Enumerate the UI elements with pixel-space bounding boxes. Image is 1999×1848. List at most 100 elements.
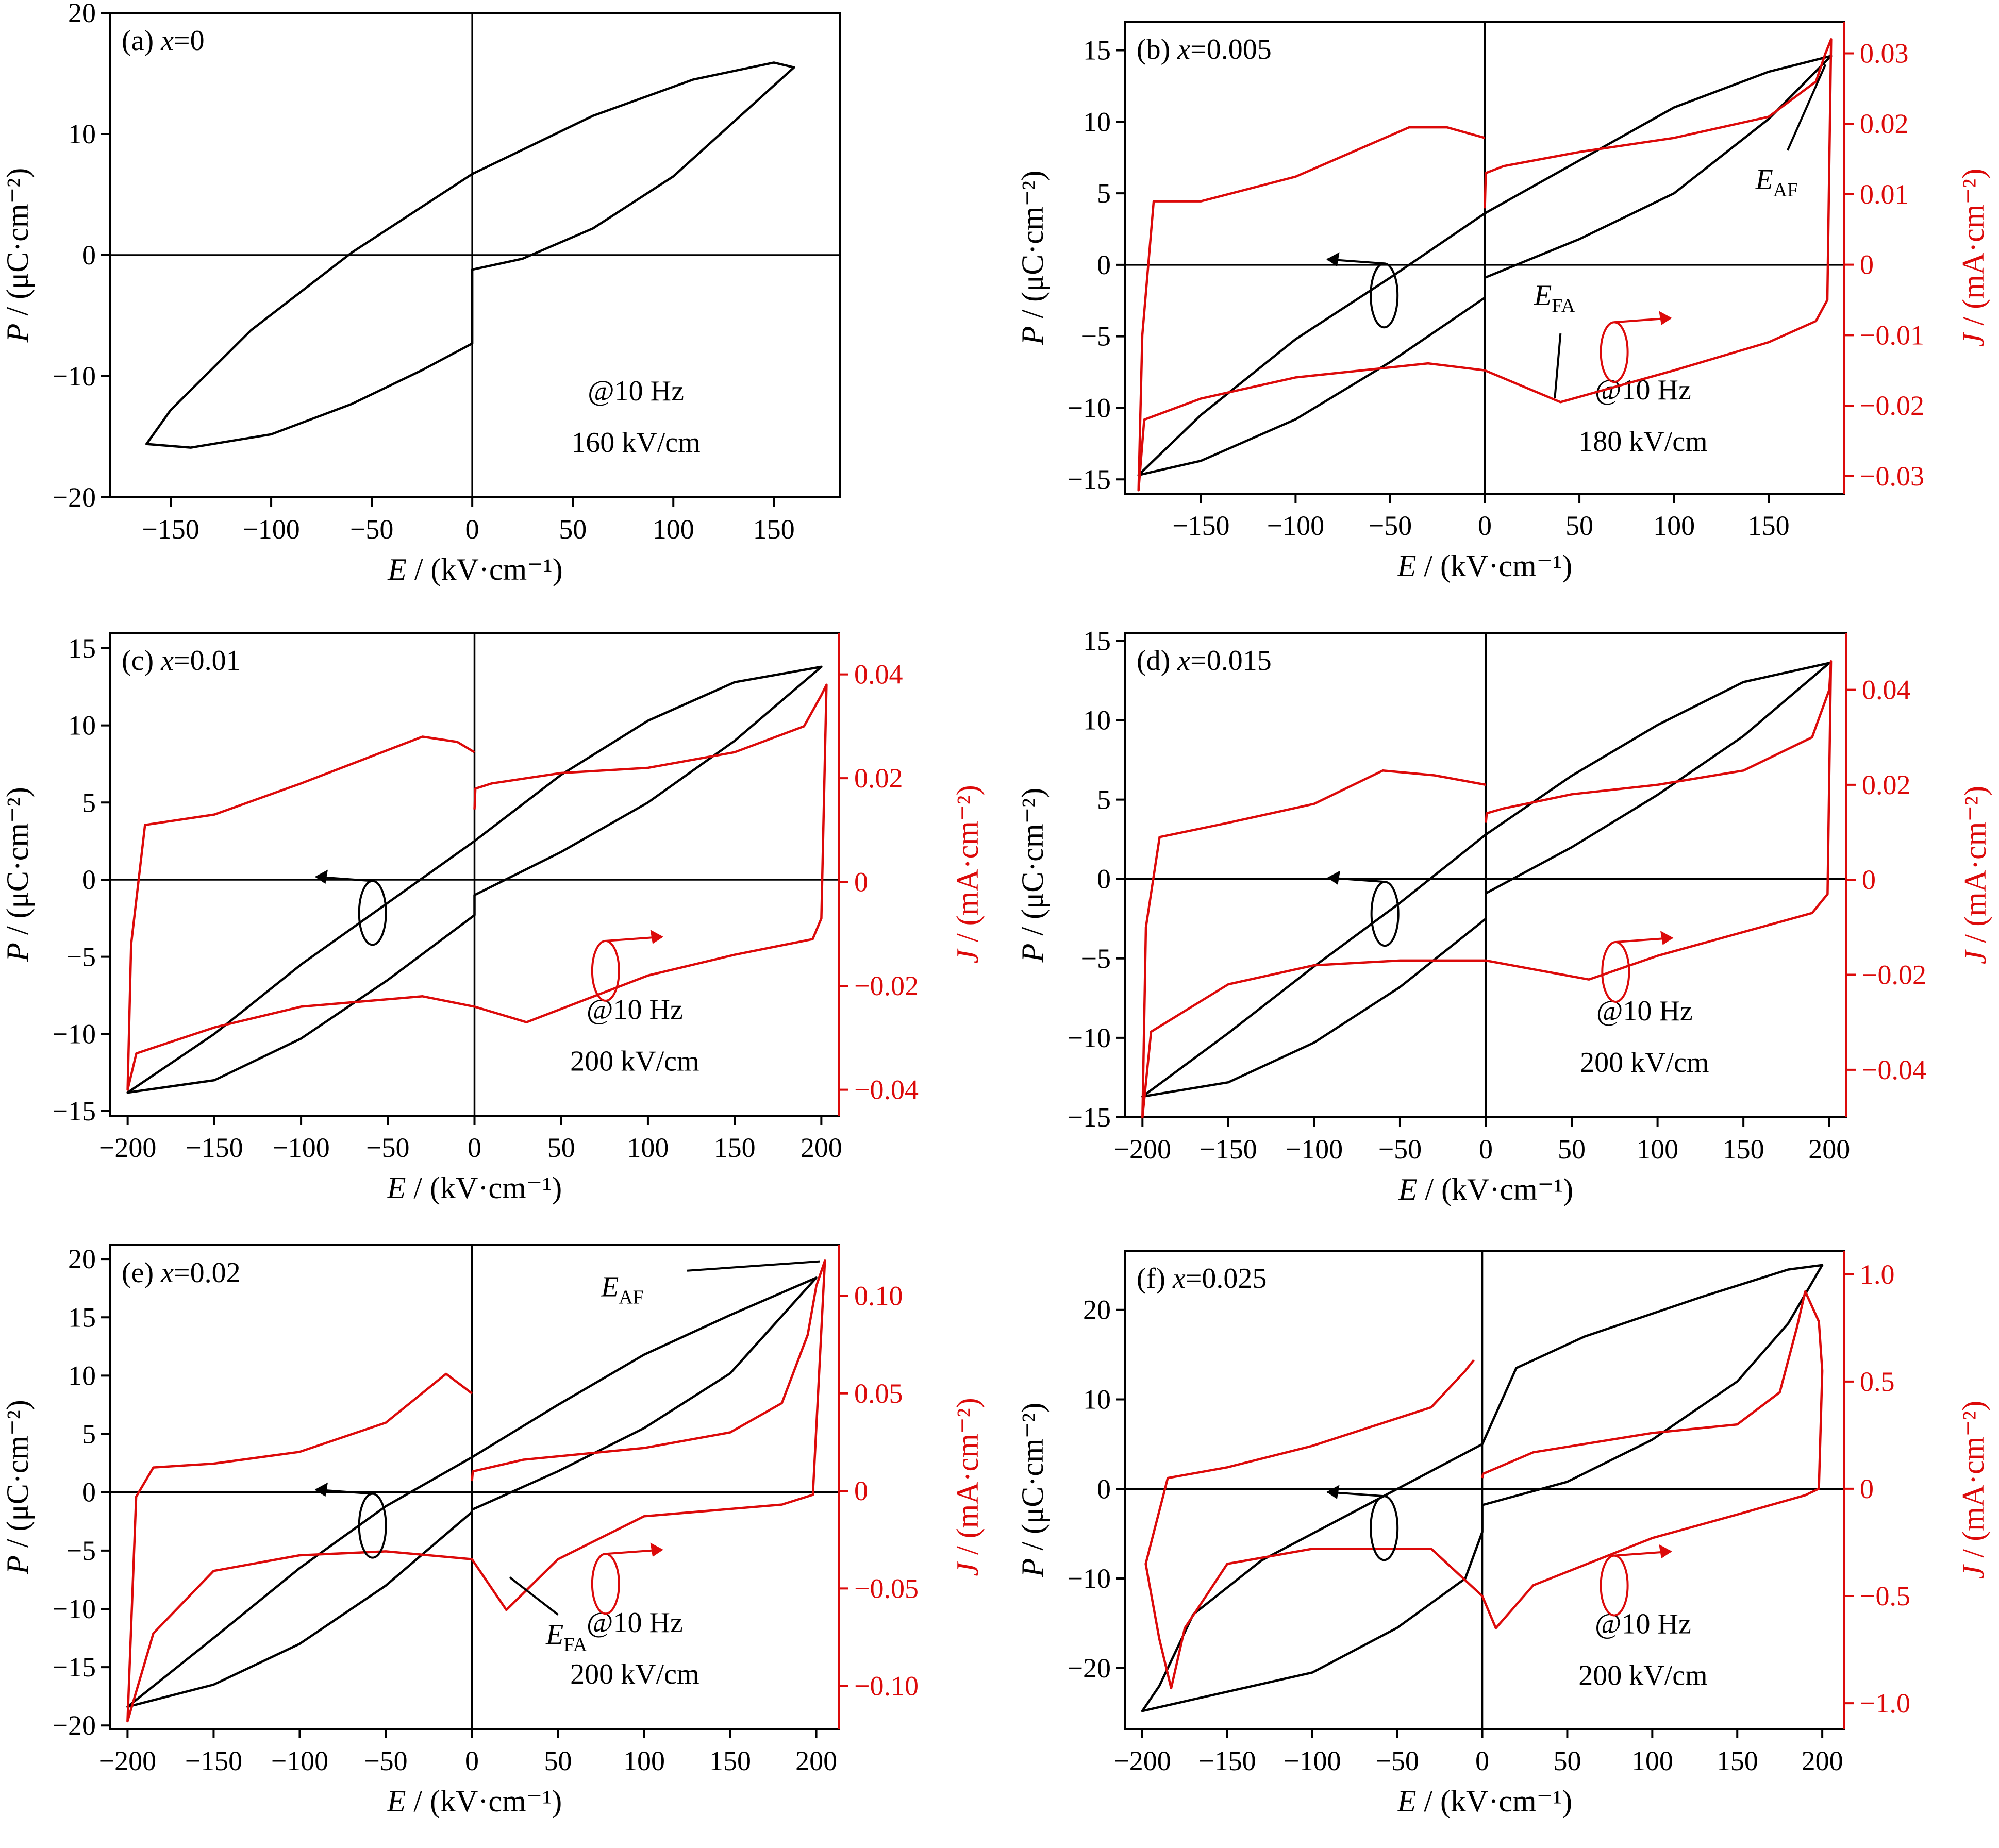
y2-tick-label: −0.5: [1860, 1581, 1910, 1611]
j-e-curve: [1141, 660, 1833, 1119]
y2-tick-label: 0: [1862, 864, 1876, 895]
y-tick-label: 10: [1083, 1384, 1111, 1415]
y2-tick-label: 0.5: [1860, 1366, 1895, 1397]
p-axis-arrowhead: [314, 1482, 328, 1497]
field-note: 200 kV/cm: [1578, 1659, 1707, 1691]
y-tick-label: −10: [1068, 392, 1111, 423]
x-tick-label: −50: [366, 1132, 409, 1163]
x-tick-label: 50: [547, 1132, 575, 1163]
j-axis-arrowhead: [650, 930, 663, 944]
x-tick-label: 200: [795, 1745, 837, 1776]
y2-axis-label: J / (mA·cm⁻²): [951, 785, 985, 963]
y2-tick-label: 0: [1860, 249, 1874, 280]
y2-axis-label: J / (mA·cm⁻²): [1958, 786, 1992, 964]
y2-tick-label: −0.02: [1862, 960, 1926, 990]
y-tick-label: 15: [68, 633, 96, 664]
y-axis-label: P / (μC·cm⁻²): [1015, 171, 1050, 345]
y-tick-label: 10: [1083, 106, 1111, 137]
j-e-curve: [126, 683, 828, 1091]
y2-tick-label: −0.05: [854, 1573, 919, 1604]
x-axis-label: E / (kV·cm⁻¹): [387, 1784, 562, 1818]
x-tick-label: −50: [1369, 510, 1412, 541]
x-tick-label: 100: [623, 1745, 665, 1776]
y-tick-label: 0: [82, 864, 96, 895]
x-tick-label: −150: [186, 1132, 243, 1163]
x-tick-label: −200: [1114, 1134, 1171, 1165]
x-tick-label: −150: [185, 1745, 242, 1776]
y-tick-label: −10: [53, 1018, 96, 1049]
x-tick-label: 0: [1475, 1745, 1489, 1776]
y-tick-label: −10: [53, 361, 96, 392]
y2-tick-label: 0: [854, 867, 868, 898]
y-tick-label: 0: [82, 240, 96, 271]
y-tick-label: −5: [66, 1535, 96, 1566]
p-axis-marker: [1370, 262, 1399, 329]
y-tick-label: −15: [53, 1652, 96, 1683]
y-tick-label: −15: [1068, 464, 1111, 495]
j-e-curve: [1137, 38, 1833, 492]
x-tick-label: −50: [364, 1745, 407, 1776]
x-tick-label: −100: [1267, 510, 1324, 541]
y-tick-label: 0: [1097, 1473, 1111, 1504]
annotation-eaf-arrow: [687, 1260, 820, 1272]
j-axis-marker: [591, 1553, 620, 1615]
y-tick-label: −10: [1068, 1022, 1111, 1053]
x-tick-label: 150: [714, 1132, 756, 1163]
field-note: 160 kV/cm: [571, 427, 700, 459]
x-tick-label: −100: [1286, 1134, 1343, 1165]
x-tick-label: 50: [559, 514, 587, 545]
panel-c: −200 −150 −100 −50 0 50 100 150 200−15−10−505101…: [1, 632, 985, 1205]
field-note: 200 kV/cm: [1580, 1047, 1709, 1079]
y-tick-label: 20: [68, 1244, 96, 1274]
x-tick-label: 0: [1478, 510, 1492, 541]
x-tick-label: 200: [801, 1132, 842, 1163]
y2-tick-label: −0.03: [1860, 461, 1924, 492]
y-tick-label: −20: [1068, 1653, 1111, 1684]
y-tick-label: 0: [1097, 864, 1111, 895]
y-tick-label: −20: [53, 482, 96, 513]
j-axis-arrowhead: [650, 1542, 663, 1557]
y-tick-label: 20: [68, 0, 96, 28]
x-tick-label: 100: [653, 514, 694, 545]
x-tick-label: −200: [99, 1745, 156, 1776]
y-tick-label: −5: [1081, 321, 1111, 352]
x-tick-label: −100: [242, 514, 299, 545]
x-tick-label: −200: [1113, 1745, 1171, 1776]
j-axis-marker: [1601, 941, 1630, 1003]
y2-tick-label: 0.04: [854, 659, 903, 690]
y-axis-label: P / (μC·cm⁻²): [1, 787, 35, 962]
y-tick-label: −10: [53, 1593, 96, 1624]
annotation-eaf-arrow: [1787, 64, 1827, 151]
y2-tick-label: −0.04: [1862, 1054, 1926, 1085]
x-tick-label: 100: [1631, 1745, 1673, 1776]
y2-tick-label: 0.02: [854, 763, 903, 794]
j-axis-arrowhead: [1659, 1544, 1672, 1559]
y-tick-label: 15: [1083, 35, 1111, 66]
y-tick-label: 10: [68, 1360, 96, 1391]
annotation-efa: EFA: [545, 1619, 588, 1656]
field-note: 200 kV/cm: [570, 1658, 699, 1690]
panel-e: −200 −150 −100 −50 0 50 100 150 200−20−15−10−505…: [1, 1244, 985, 1818]
y-axis-label: P / (μC·cm⁻²): [1015, 1403, 1050, 1577]
x-tick-label: −100: [1284, 1745, 1341, 1776]
y-tick-label: 0: [82, 1477, 96, 1508]
j-axis-marker: [1600, 321, 1629, 383]
x-tick-label: 150: [1717, 1745, 1758, 1776]
j-axis-marker: [1600, 1554, 1629, 1617]
x-tick-label: 0: [1479, 1134, 1493, 1165]
j-e-curve: [126, 1259, 826, 1723]
x-tick-label: 50: [544, 1745, 572, 1776]
y-tick-label: 10: [68, 710, 96, 741]
x-tick-label: −50: [1378, 1134, 1422, 1165]
p-e-loop: [145, 61, 795, 449]
y-tick-label: 15: [68, 1302, 96, 1333]
annotation-efa-arrow: [1554, 333, 1562, 398]
y2-tick-label: 0.10: [854, 1280, 903, 1311]
annotation-efa: EFA: [1534, 280, 1576, 317]
p-e-loop: [1141, 662, 1830, 1098]
x-tick-label: −150: [142, 514, 199, 545]
p-axis-arrowhead: [1327, 870, 1340, 885]
y2-tick-label: 0: [854, 1475, 868, 1506]
p-axis-arrowhead: [1326, 1485, 1340, 1499]
